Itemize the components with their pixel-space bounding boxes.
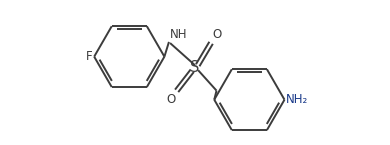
Text: O: O [213, 28, 222, 41]
Text: F: F [86, 50, 92, 63]
Text: S: S [190, 60, 200, 75]
Text: O: O [166, 93, 175, 106]
Text: NH₂: NH₂ [286, 93, 308, 106]
Text: NH: NH [170, 28, 187, 41]
